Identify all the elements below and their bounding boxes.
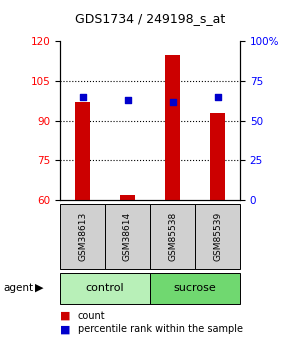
Text: count: count — [78, 311, 106, 321]
Text: GSM85538: GSM85538 — [168, 212, 177, 261]
Text: GSM38614: GSM38614 — [123, 212, 132, 261]
Bar — [120, 195, 135, 200]
Point — [125, 97, 130, 103]
Point — [170, 99, 175, 105]
Point — [80, 94, 85, 100]
Text: ■: ■ — [60, 311, 70, 321]
Text: sucrose: sucrose — [174, 283, 216, 293]
Bar — [210, 113, 225, 200]
Text: percentile rank within the sample: percentile rank within the sample — [78, 325, 243, 334]
Text: ■: ■ — [60, 325, 70, 334]
Text: GSM38613: GSM38613 — [78, 212, 87, 261]
Bar — [75, 102, 90, 200]
Text: GSM85539: GSM85539 — [213, 212, 222, 261]
Text: control: control — [86, 283, 124, 293]
Text: GDS1734 / 249198_s_at: GDS1734 / 249198_s_at — [75, 12, 225, 26]
Text: agent: agent — [3, 283, 33, 293]
Text: ▶: ▶ — [35, 283, 43, 293]
Bar — [165, 55, 180, 200]
Point — [215, 94, 220, 100]
